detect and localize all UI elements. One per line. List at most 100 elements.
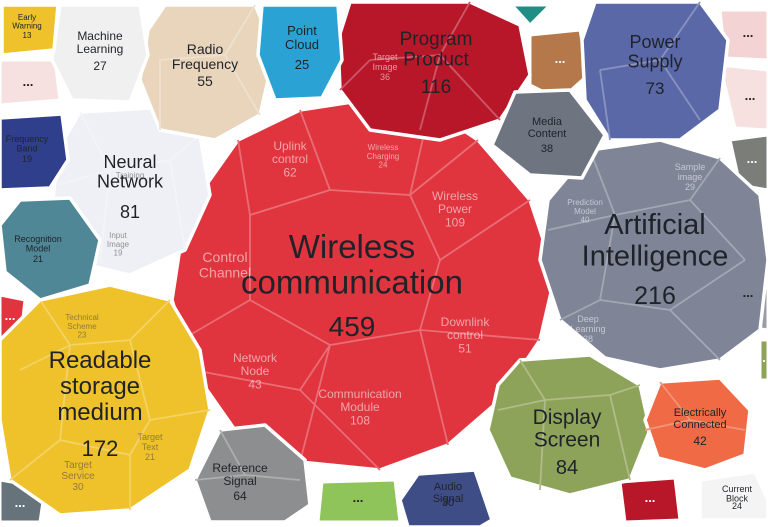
cell-current-block [698, 470, 768, 522]
cell-audio-signal-shape [398, 468, 494, 527]
minor-cell-ellipsis: ... [23, 74, 34, 89]
cell-readable-storage-medium [0, 283, 212, 517]
cell-early-warning-value: 13 [23, 31, 32, 40]
cell-frequency-band-label: Frequency Band [6, 134, 49, 154]
cell-recognition-model-label: Recognition Model [14, 234, 62, 254]
subcell-target-text-label: Target Text [137, 432, 163, 452]
cell-artificial-intelligence-subdivision [689, 199, 746, 261]
minor-cell-11 [618, 476, 682, 524]
cell-artificial-intelligence-label: Artificial Intelligence [582, 209, 729, 272]
minor-cell-12 [510, 3, 552, 27]
subcell-wireless-power-label: Wireless Power [432, 189, 478, 216]
minor-cell-ellipsis: ... [743, 25, 754, 40]
subcell-prediction-model-label: Prediction Model [567, 198, 603, 216]
cell-radio-frequency-value: 55 [197, 73, 213, 89]
cell-reference-signal-value: 64 [233, 489, 247, 503]
cell-audio-signal-label: Audio Signal [433, 481, 464, 505]
cell-media-content-shape [490, 88, 607, 180]
subcell-wireless-charging-label: Wireless Charging [367, 143, 399, 161]
cell-readable-storage-medium-value: 172 [82, 436, 119, 461]
cell-machine-learning-shape [50, 3, 150, 104]
cell-readable-storage-medium-shape [0, 283, 212, 517]
subcell-training-label: Training [116, 171, 145, 180]
cell-readable-storage-medium-label: Readable storage medium [49, 347, 152, 426]
cell-power-supply [580, 0, 730, 142]
subcell-communication-module-value: 108 [350, 413, 370, 427]
cell-recognition-model-shape [0, 196, 102, 302]
subcell-communication-module-label: Communication Module [318, 387, 401, 414]
cell-frequency-band [0, 112, 70, 192]
cell-media-content-value: 38 [541, 143, 553, 155]
cell-program-product-value: 116 [421, 77, 451, 98]
cell-recognition-model-value: 21 [33, 254, 43, 264]
subcell-wireless-power-value: 109 [445, 215, 465, 229]
subcell-target-image-label: Target Image [372, 52, 398, 72]
minor-cell-ellipsis: ... [5, 308, 16, 323]
cell-neural-network-value: 81 [120, 202, 140, 222]
subcell-control-channel-label: Control Channel [199, 249, 251, 280]
cell-reference-signal [193, 423, 312, 524]
cell-artificial-intelligence [538, 138, 768, 372]
cell-display-screen-label: Display Screen [533, 406, 602, 452]
cell-audio-signal [398, 468, 494, 527]
subcell-deep-learning-label: Deep Learning [570, 314, 605, 334]
cell-wireless-communication-subdivision [249, 215, 421, 346]
minor-cell-7 [0, 58, 62, 107]
cell-early-warning-label: Early Warning [12, 13, 42, 31]
cell-machine-learning-label: Machine Learning [77, 29, 124, 56]
cell-electrically-connected-label: Electrically Connected [673, 407, 726, 431]
cell-wireless-communication-subdivision [299, 107, 431, 196]
cell-wireless-communication-subdivision [299, 344, 331, 463]
cell-frequency-band-shape [0, 112, 70, 192]
minor-cell-ellipsis: ... [645, 490, 656, 505]
minor-cell-6 [758, 338, 768, 382]
subcell-network-node-label: Network Node [233, 351, 278, 378]
cell-display-screen-value: 84 [556, 457, 578, 479]
subcell-target-image-value: 36 [380, 72, 390, 82]
cell-neural-network-subdivision [99, 169, 111, 263]
cell-display-screen-subdivision [609, 394, 631, 481]
subcell-target-service-value: 30 [72, 482, 84, 493]
cell-audio-signal-value: 30 [442, 497, 454, 509]
cell-neural-network-subdivision [169, 159, 186, 251]
cell-electrically-connected [643, 376, 752, 472]
subcell-technical-scheme-value: 23 [78, 331, 87, 340]
minor-cell-ellipsis: ... [747, 151, 758, 166]
minor-cell-ellipsis: ... [759, 350, 768, 365]
cell-media-content [490, 88, 607, 180]
cell-program-product-subdivision [419, 54, 441, 131]
cell-recognition-model [0, 196, 102, 302]
cell-point-cloud-value: 25 [295, 57, 309, 72]
cell-power-supply-value: 73 [646, 79, 665, 98]
minor-cell-ellipsis: ... [555, 51, 566, 66]
cell-early-warning [0, 3, 60, 57]
cell-power-supply-shape [580, 0, 730, 142]
subcell-deep-learning-value: 38 [583, 334, 593, 344]
subcell-target-service-label: Target Service [61, 460, 95, 482]
subcell-input-image-label: Input Image [107, 231, 130, 249]
subcell-downlink-control-label: Downlink control [441, 315, 491, 342]
cell-program-product-subdivision [439, 54, 501, 121]
cell-point-cloud-shape [256, 3, 344, 102]
cell-reference-signal-shape [193, 423, 312, 524]
minor-cell-ellipsis: ... [353, 490, 364, 505]
cell-wireless-communication-label: Wireless communication [241, 228, 463, 301]
cell-program-product-subdivision [339, 59, 371, 91]
minor-cell-10 [316, 478, 402, 524]
subcell-target-text-value: 21 [145, 452, 155, 462]
cell-frequency-band-value: 19 [22, 154, 32, 164]
minor-cell-3 [718, 63, 768, 132]
cell-wireless-communication-subdivision [237, 139, 251, 216]
minor-cell-ellipsis: ... [743, 285, 754, 300]
subcell-technical-scheme-label: Technical Scheme [65, 313, 99, 331]
subcell-network-node-value: 43 [248, 377, 262, 391]
cell-machine-learning [50, 3, 150, 104]
cell-wireless-communication-subdivision [249, 189, 331, 216]
cell-radio-frequency-subdivision [224, 54, 261, 116]
cell-power-supply-subdivision [659, 59, 701, 121]
cell-program-product-label: Program Product [400, 29, 473, 71]
cell-electrically-connected-subdivision [689, 419, 746, 431]
cell-wireless-communication-subdivision [299, 389, 381, 471]
